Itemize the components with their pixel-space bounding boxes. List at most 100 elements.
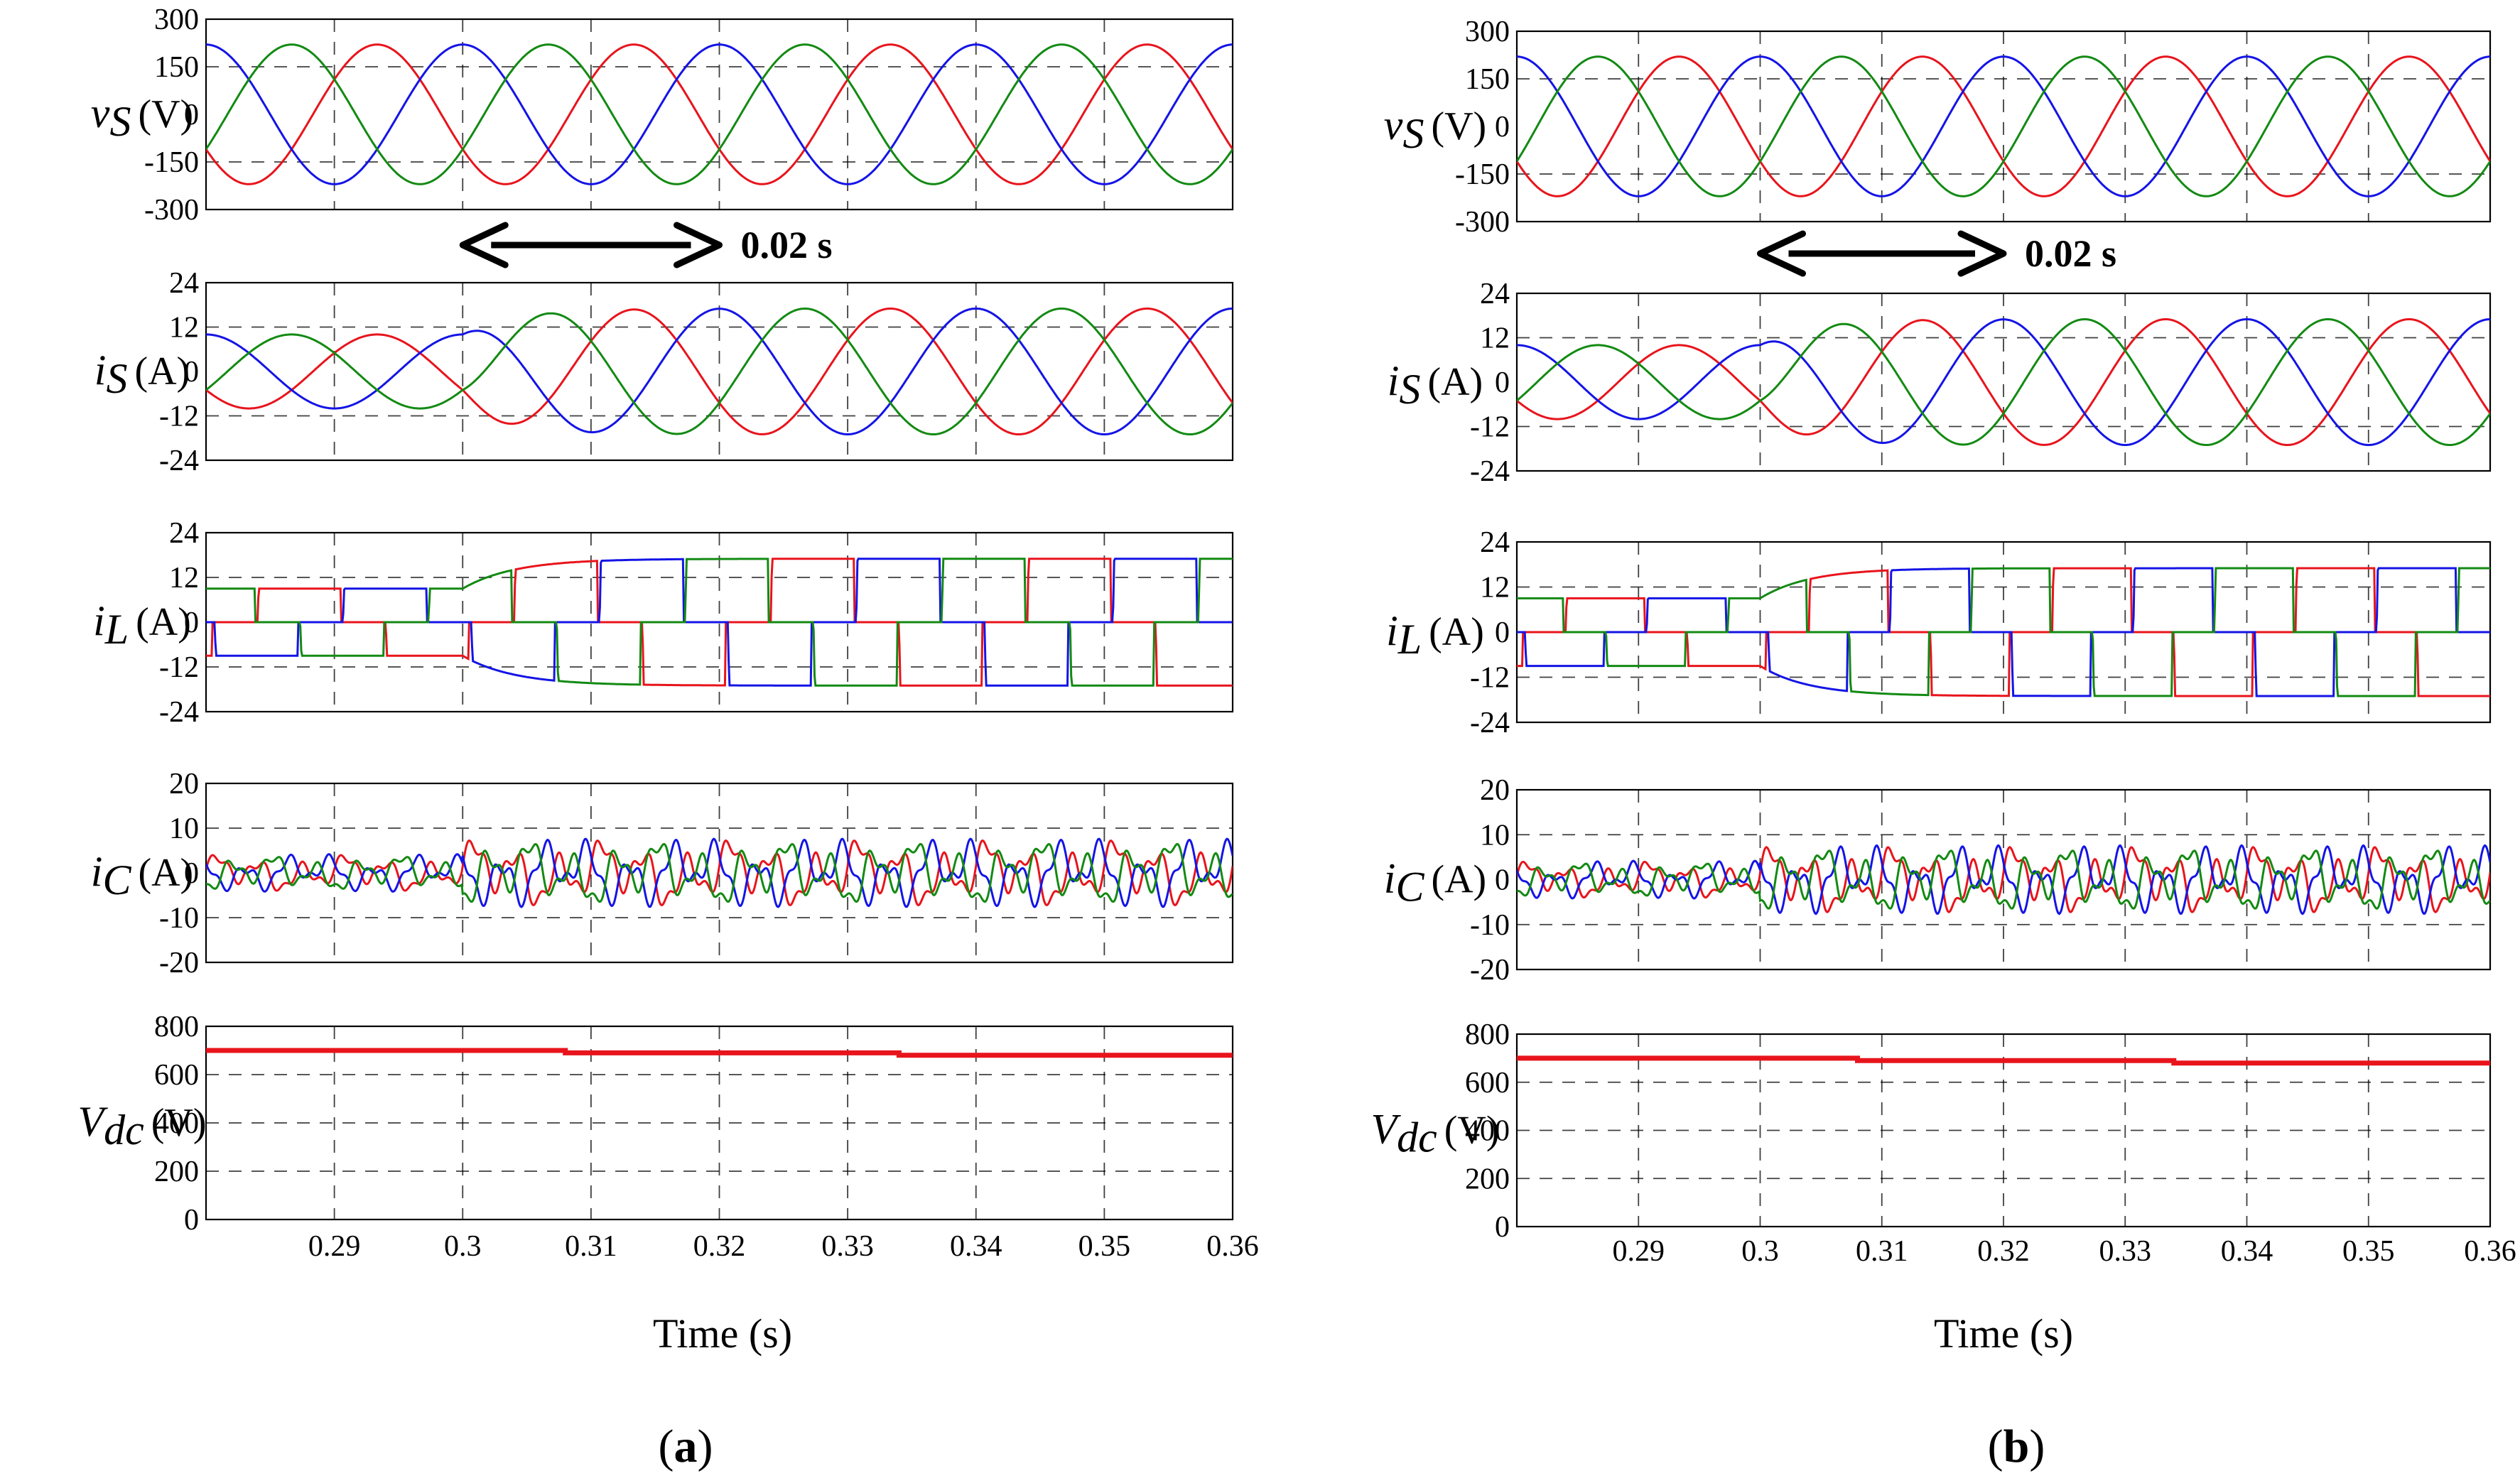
annotation-arrow-left-head (459, 222, 509, 268)
y-axis-label-subscript: C (1395, 864, 1424, 911)
y-tick-label: 600 (1465, 1067, 1510, 1099)
il-series-phase-a (206, 558, 1233, 687)
y-tick-label: 24 (1480, 526, 1510, 559)
y-tick-label: -20 (159, 947, 199, 979)
y-tick-label: 800 (1465, 1018, 1510, 1051)
y-tick-label: -20 (1470, 954, 1510, 987)
y-tick-label: 0 (184, 1204, 199, 1237)
ic-series-phase-b (206, 837, 1233, 908)
y-axis-label-subscript: S (106, 355, 127, 402)
series-group (1517, 1055, 2490, 1066)
y-tick-label: 12 (1480, 322, 1510, 355)
y-tick-label: 300 (154, 4, 199, 36)
x-tick-label: 0.35 (2342, 1235, 2395, 1268)
y-tick-label: -24 (1470, 455, 1510, 488)
panel-ic-b: 20 10 0 -10 -20 iC (A) (1384, 774, 2492, 987)
x-tick-label: 0.36 (1206, 1230, 1259, 1263)
y-tick-label: 150 (1465, 63, 1510, 96)
y-tick-label: -150 (144, 146, 199, 179)
vdc-line (206, 1048, 1233, 1058)
panel-is-a: 24 12 0 -12 -24 iS (A) (94, 267, 1234, 477)
y-tick-label: 0 (184, 607, 199, 639)
y-tick-label: 20 (1480, 774, 1510, 807)
caption-a-letter: a (674, 1420, 698, 1472)
y-tick-label: 400 (1465, 1115, 1510, 1148)
y-tick-label: 10 (1480, 819, 1510, 852)
x-tick-label: 0.33 (2099, 1235, 2152, 1268)
y-axis-label-unit: (A) (1427, 360, 1483, 404)
series-group (206, 558, 1233, 687)
y-tick-label: 800 (154, 1011, 199, 1043)
caption-a-close: ) (698, 1420, 713, 1472)
x-tick-label: 0.3 (444, 1230, 482, 1263)
y-axis-label-symbol: i (91, 848, 103, 895)
y-tick-label: 12 (169, 562, 199, 594)
y-tick-label: -24 (159, 696, 199, 729)
y-tick-label: -300 (1455, 206, 1510, 239)
panel-vs-b: 300 150 0 -150 -300 vS (V) (1384, 16, 2492, 239)
y-tick-label: 0 (184, 857, 199, 890)
y-axis-label-ic: iC (A) (91, 848, 193, 903)
ic-series-phase-a (1517, 846, 2490, 913)
y-axis-label-subscript: S (1399, 366, 1420, 413)
y-tick-label: 0 (1495, 111, 1510, 143)
y-axis-label-vs: vS (V) (91, 89, 193, 145)
caption-a: (a) (659, 1420, 713, 1472)
y-axis-label-vdc: Vdc (V) (77, 1098, 206, 1153)
y-tick-label: 200 (1465, 1163, 1510, 1195)
y-axis-label-unit: (V) (1444, 1109, 1500, 1153)
caption-b-letter: b (2003, 1420, 2030, 1472)
y-axis-label-vs: vS (V) (1384, 102, 1486, 157)
caption-b: (b) (1988, 1420, 2045, 1472)
y-tick-label: 20 (169, 768, 199, 800)
x-tick-label: 0.33 (821, 1230, 874, 1263)
y-axis-label-symbol: V (1370, 1106, 1401, 1153)
y-axis-label-symbol: i (1386, 607, 1398, 654)
vdc-line (1517, 1055, 2490, 1066)
x-tick-label: 0.3 (1741, 1235, 1779, 1268)
x-tick-label: 0.31 (565, 1230, 617, 1263)
series-group (206, 1048, 1233, 1058)
y-tick-label: -10 (1470, 909, 1510, 942)
y-tick-label: -150 (1455, 158, 1510, 191)
y-axis-label-symbol: i (94, 347, 107, 393)
panel-il-b: 24 12 0 -12 -24 iL (A) (1386, 526, 2492, 739)
y-tick-label: 12 (169, 312, 199, 344)
y-tick-label: 400 (154, 1107, 199, 1140)
x-tick-label: 0.34 (950, 1230, 1002, 1263)
annotation-label: 0.02 s (741, 224, 833, 266)
y-tick-label: -300 (144, 194, 199, 227)
x-tick-label: 0.29 (1613, 1235, 1665, 1268)
annotation-arrow-right-head (674, 222, 723, 268)
panel-vdc-b: 800 600 400 200 0 Vdc (V) (1370, 1018, 2492, 1244)
y-axis-label-symbol: V (77, 1098, 108, 1145)
y-axis-label-symbol: i (1384, 855, 1396, 902)
x-tick-label: 0.31 (1856, 1235, 1908, 1268)
y-axis-label-symbol: v (1384, 102, 1403, 148)
panel-vs-a: 300 150 0 -150 -300 vS (V) (91, 4, 1234, 227)
y-axis-label-is: iS (A) (94, 347, 190, 402)
series-group (206, 308, 1233, 435)
y-axis-label-subscript: dc (104, 1107, 144, 1153)
y-axis-label-subscript: L (1397, 616, 1422, 663)
annotation-arrow-right-head (1957, 230, 2007, 277)
y-tick-label: -24 (159, 445, 199, 477)
caption-b-close: ) (2029, 1420, 2045, 1472)
x-tick-label: 0.32 (1977, 1235, 2030, 1268)
y-axis-label-unit: (A) (134, 349, 190, 393)
y-tick-label: -12 (1470, 411, 1510, 444)
time-axis-title-b: Time (s) (1934, 1310, 2073, 1357)
y-tick-label: 0 (184, 99, 199, 131)
il-series-phase-a (1517, 567, 2490, 697)
y-axis-label-symbol: v (91, 89, 110, 136)
x-tick-label: 0.32 (693, 1230, 746, 1263)
panel-ic-a: 20 10 0 -10 -20 iC (A) (91, 768, 1234, 979)
y-axis-label-il: iL (A) (1386, 607, 1484, 663)
y-axis-label-subscript: C (102, 857, 131, 903)
x-tick-label: 0.36 (2464, 1235, 2516, 1268)
series-group (1517, 318, 2490, 446)
series-group (206, 43, 1233, 185)
il-series-phase-c (206, 558, 1233, 687)
y-tick-label: 10 (169, 813, 199, 845)
